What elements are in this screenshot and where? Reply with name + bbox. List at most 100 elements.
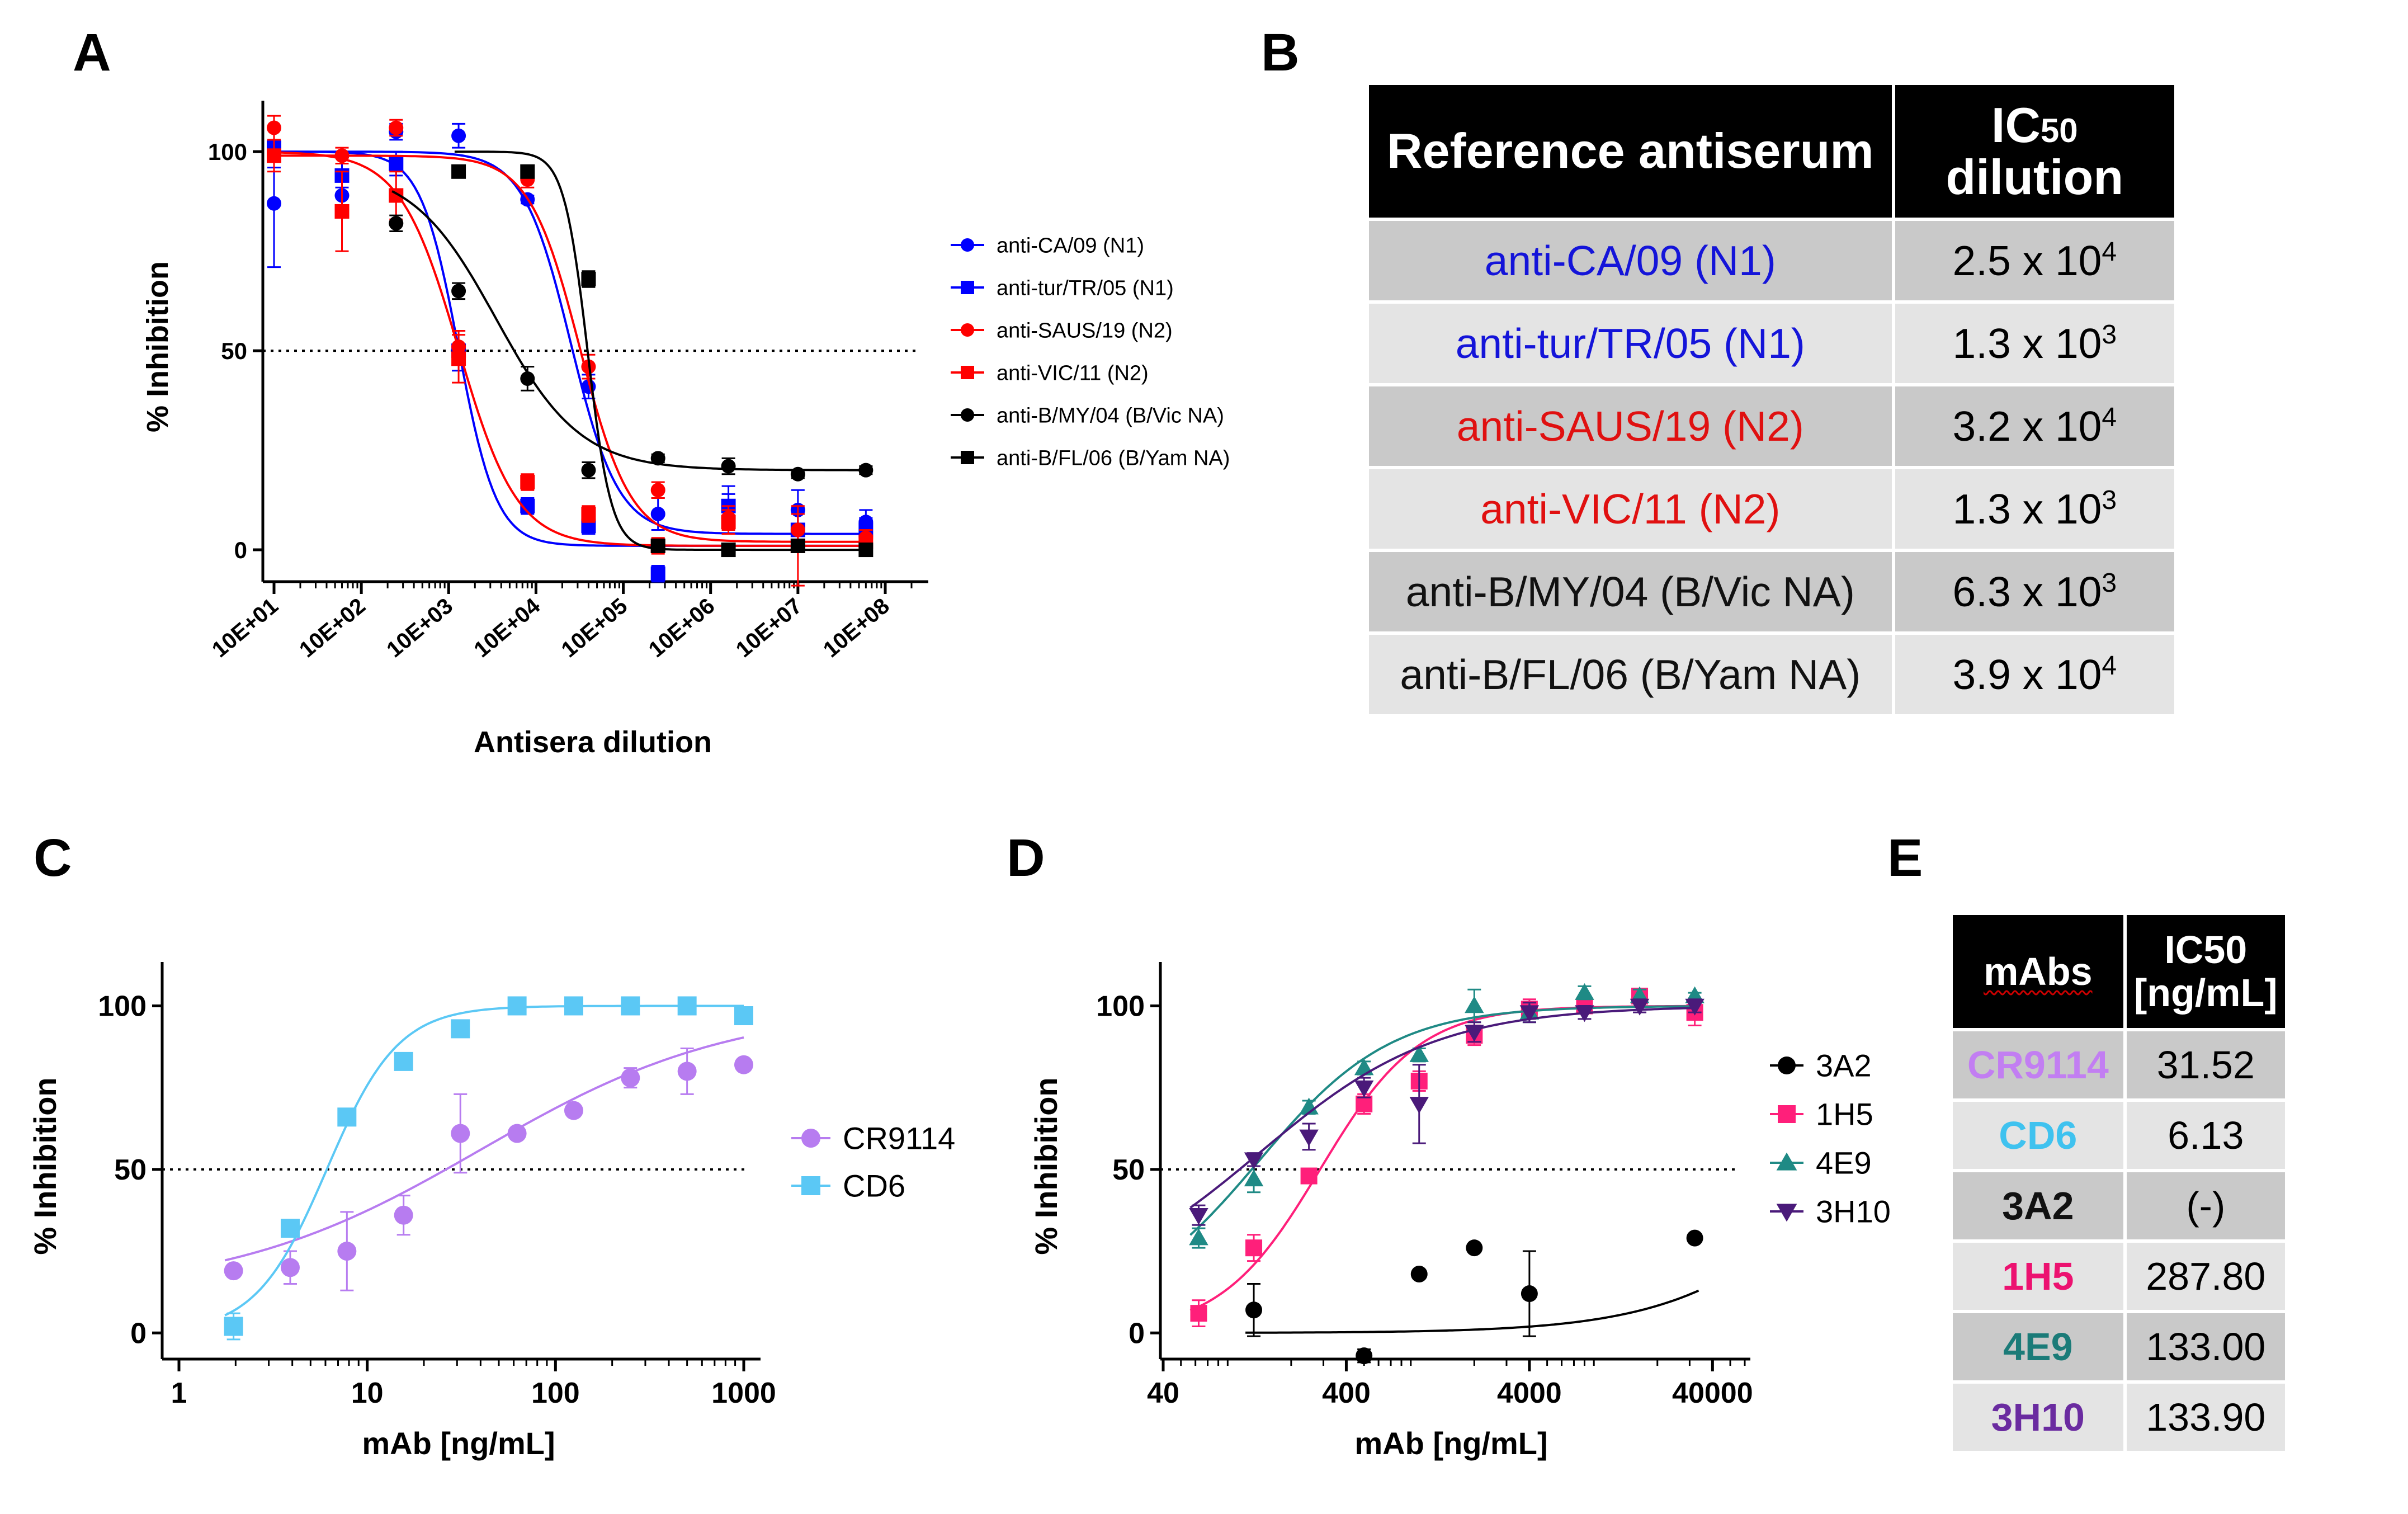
y-tick-label: 50 xyxy=(114,1154,147,1186)
legend-marker xyxy=(961,451,974,464)
fit-curve xyxy=(274,154,868,543)
ic50-exponent: 3 xyxy=(2102,320,2117,350)
data-point xyxy=(520,371,535,386)
legend-label: CD6 xyxy=(843,1168,905,1204)
data-point xyxy=(734,1055,753,1074)
x-axis-label: mAb [ng/mL] xyxy=(362,1426,555,1461)
data-point xyxy=(1466,1239,1483,1257)
ic50-dilution-cell: 1.3 x 103 xyxy=(1895,304,2174,383)
data-point xyxy=(451,164,466,179)
table-row: 3H10 133.90 xyxy=(1953,1384,2285,1451)
ic50-dilution-cell: 6.3 x 103 xyxy=(1895,552,2174,631)
legend-marker xyxy=(961,408,974,422)
y-axis-label: % Inhibition xyxy=(27,1077,63,1254)
legend-marker xyxy=(961,238,974,252)
data-point xyxy=(621,996,640,1016)
data-point xyxy=(1519,1005,1540,1022)
table-row: CR9114 31.52 xyxy=(1953,1031,2285,1098)
data-point xyxy=(334,204,350,219)
legend-marker xyxy=(961,281,974,294)
mab-ic50-cell: 133.00 xyxy=(2126,1313,2285,1380)
data-point xyxy=(621,1068,640,1088)
data-point xyxy=(1409,1045,1429,1062)
x-tick-label: 4000 xyxy=(1497,1377,1562,1409)
header-ic-label: IC xyxy=(1991,97,2041,153)
data-point xyxy=(1190,1305,1207,1322)
series-4e9: 4E9 xyxy=(1189,983,1872,1249)
data-point xyxy=(721,459,736,474)
data-point xyxy=(564,996,583,1016)
mab-ic50-cell: 287.80 xyxy=(2126,1243,2285,1310)
data-point xyxy=(721,543,736,558)
legend-label: CR9114 xyxy=(843,1121,955,1156)
data-point xyxy=(1300,1167,1318,1185)
data-point xyxy=(1356,1095,1373,1112)
legend-label: anti-VIC/11 (N2) xyxy=(997,361,1149,385)
y-tick-label: 0 xyxy=(234,537,247,563)
fit-curve xyxy=(391,190,868,471)
data-point xyxy=(1245,1301,1263,1319)
data-point xyxy=(790,466,805,482)
fit-curve xyxy=(1245,1289,1699,1334)
y-tick-label: 100 xyxy=(98,991,147,1023)
legend-marker xyxy=(961,323,974,337)
x-tick-label: 10E+06 xyxy=(644,593,720,662)
table-header-row: mAbs IC50 [ng/mL] xyxy=(1953,915,2285,1028)
ic50-mantissa: 1.3 x 10 xyxy=(1952,320,2102,367)
x-tick-label: 1 xyxy=(171,1377,187,1409)
panel-letter-e: E xyxy=(1887,828,1923,888)
legend-marker xyxy=(801,1176,820,1195)
fit-curve xyxy=(224,1036,744,1262)
data-point xyxy=(389,216,404,231)
y-tick-label: 100 xyxy=(1096,991,1145,1023)
ic50-exponent: 3 xyxy=(2102,485,2117,515)
table-row: anti-tur/TR/05 (N1) 1.3 x 103 xyxy=(1369,304,2174,383)
x-tick-label: 10E+03 xyxy=(382,593,457,662)
data-point xyxy=(451,128,466,143)
legend-label: 1H5 xyxy=(1816,1097,1873,1132)
panel-letter-d: D xyxy=(1007,828,1045,888)
legend-label: 3A2 xyxy=(1816,1048,1872,1083)
mab-name-cell: 3A2 xyxy=(1953,1172,2123,1239)
data-point xyxy=(451,1019,470,1039)
data-point xyxy=(721,515,736,530)
table-row: anti-B/FL/06 (B/Yam NA) 3.9 x 104 xyxy=(1369,635,2174,714)
mab-ic50-cell: 6.13 xyxy=(2126,1102,2285,1169)
data-point xyxy=(1189,1208,1208,1225)
ic50-exponent: 3 xyxy=(2102,568,2117,598)
series-anti-b-my-04-b-vic-na-: anti-B/MY/04 (B/Vic NA) xyxy=(389,190,1224,482)
fit-curve xyxy=(1189,1005,1699,1236)
data-point xyxy=(650,538,665,553)
data-point xyxy=(790,538,805,553)
data-point xyxy=(1465,1025,1484,1042)
data-point xyxy=(451,284,466,299)
y-tick-label: 50 xyxy=(1112,1154,1145,1186)
y-tick-label: 100 xyxy=(208,139,247,165)
legend-label: anti-tur/TR/05 (N1) xyxy=(997,276,1174,300)
header-mabs: mAbs xyxy=(1953,915,2123,1028)
x-tick-label: 40000 xyxy=(1672,1377,1753,1409)
data-point xyxy=(267,196,281,211)
ic50-exponent: 4 xyxy=(2102,403,2117,432)
data-point xyxy=(1686,1229,1703,1247)
ic50-exponent: 4 xyxy=(2102,237,2117,267)
data-point xyxy=(267,148,281,163)
mab-name-cell: CD6 xyxy=(1953,1102,2123,1169)
panel-letter-c: C xyxy=(34,828,72,888)
y-axis-label: % Inhibition xyxy=(141,261,174,432)
header-ic-subscript: 50 xyxy=(2040,112,2078,150)
data-point xyxy=(1575,983,1594,1000)
legend-marker xyxy=(1776,1204,1797,1222)
series-anti-b-fl-06-b-yam-na-: anti-B/FL/06 (B/Yam NA) xyxy=(451,150,1230,558)
x-tick-label: 10E+01 xyxy=(207,593,283,662)
data-point xyxy=(1465,996,1484,1013)
panel-letter-b: B xyxy=(1261,23,1300,82)
data-point xyxy=(451,351,466,366)
data-point xyxy=(677,996,697,1016)
mab-ic50-cell: (-) xyxy=(2126,1172,2285,1239)
x-tick-label: 400 xyxy=(1322,1377,1371,1409)
header-ic50-label: IC50 xyxy=(2164,928,2248,971)
data-point xyxy=(581,271,596,286)
table-row: 4E9 133.00 xyxy=(1953,1313,2285,1380)
x-tick-label: 100 xyxy=(531,1377,580,1409)
